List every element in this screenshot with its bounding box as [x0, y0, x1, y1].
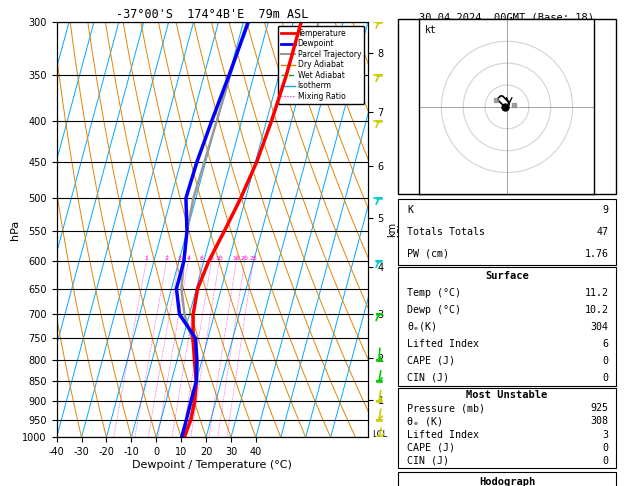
Text: θₑ (K): θₑ (K) [408, 417, 443, 426]
Text: 10.2: 10.2 [585, 305, 609, 315]
Text: 925: 925 [591, 403, 609, 413]
FancyBboxPatch shape [398, 267, 616, 386]
Text: CAPE (J): CAPE (J) [408, 443, 455, 453]
Text: Dewp (°C): Dewp (°C) [408, 305, 462, 315]
Text: kt: kt [425, 25, 437, 35]
FancyBboxPatch shape [398, 472, 616, 486]
Text: 9: 9 [603, 205, 609, 215]
Text: 304: 304 [591, 322, 609, 332]
Text: 0: 0 [603, 356, 609, 366]
Text: 16: 16 [233, 256, 240, 261]
Text: 1: 1 [145, 256, 148, 261]
Text: CIN (J): CIN (J) [408, 456, 450, 466]
Text: 0: 0 [603, 443, 609, 453]
Text: Surface: Surface [485, 271, 529, 281]
Text: 10: 10 [215, 256, 223, 261]
Title: -37°00'S  174°4B'E  79m ASL: -37°00'S 174°4B'E 79m ASL [116, 8, 308, 21]
Text: θₑ(K): θₑ(K) [408, 322, 437, 332]
Text: 0: 0 [603, 456, 609, 466]
Text: CIN (J): CIN (J) [408, 373, 450, 383]
Text: Totals Totals: Totals Totals [408, 227, 486, 237]
Y-axis label: km
ASL: km ASL [387, 221, 408, 239]
Legend: Temperature, Dewpoint, Parcel Trajectory, Dry Adiabat, Wet Adiabat, Isotherm, Mi: Temperature, Dewpoint, Parcel Trajectory… [278, 26, 364, 104]
FancyBboxPatch shape [398, 388, 616, 468]
Text: Temp (°C): Temp (°C) [408, 288, 462, 298]
Text: 47: 47 [597, 227, 609, 237]
Text: 308: 308 [591, 417, 609, 426]
Text: 25: 25 [249, 256, 257, 261]
Y-axis label: hPa: hPa [9, 220, 19, 240]
Text: 2: 2 [165, 256, 169, 261]
Text: LCL: LCL [372, 430, 387, 439]
Text: 4: 4 [186, 256, 190, 261]
Text: Hodograph: Hodograph [479, 477, 535, 486]
Text: 11.2: 11.2 [585, 288, 609, 298]
Text: Lifted Index: Lifted Index [408, 430, 479, 439]
Text: 1.76: 1.76 [585, 249, 609, 259]
Text: 20: 20 [241, 256, 248, 261]
Text: 6: 6 [199, 256, 204, 261]
Text: 0: 0 [603, 373, 609, 383]
Text: Most Unstable: Most Unstable [466, 390, 548, 400]
Text: 3: 3 [603, 430, 609, 439]
Text: K: K [408, 205, 413, 215]
Text: 8: 8 [209, 256, 213, 261]
Text: 3: 3 [177, 256, 181, 261]
FancyBboxPatch shape [398, 19, 616, 194]
Text: 6: 6 [603, 339, 609, 349]
Text: PW (cm): PW (cm) [408, 249, 450, 259]
Text: Lifted Index: Lifted Index [408, 339, 479, 349]
Text: CAPE (J): CAPE (J) [408, 356, 455, 366]
X-axis label: Dewpoint / Temperature (°C): Dewpoint / Temperature (°C) [132, 460, 292, 470]
Text: Pressure (mb): Pressure (mb) [408, 403, 486, 413]
FancyBboxPatch shape [398, 199, 616, 265]
Text: 30.04.2024  00GMT (Base: 18): 30.04.2024 00GMT (Base: 18) [420, 12, 594, 22]
